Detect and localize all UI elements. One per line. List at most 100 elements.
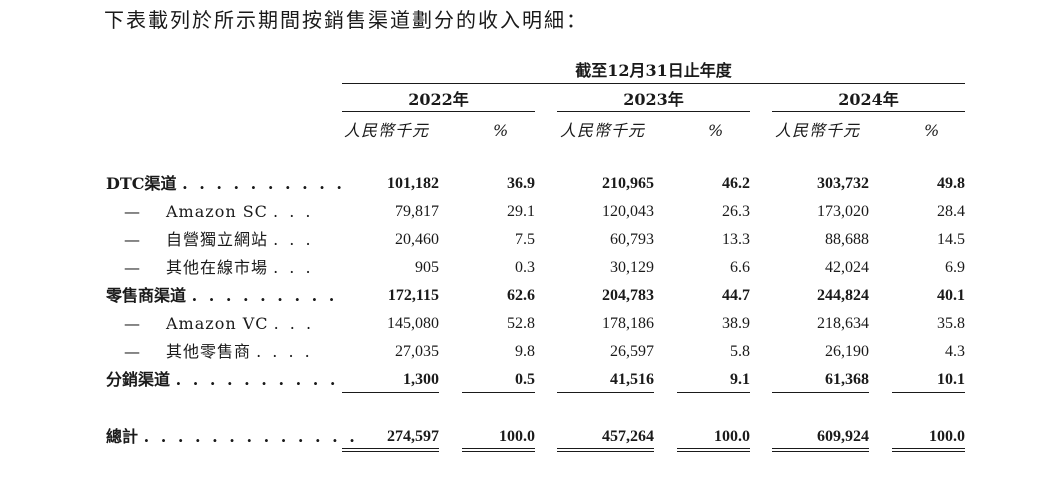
row-label: 零售商渠道 . . . . . . . . . [106,286,337,306]
cell-2024-amount: 303,732 [817,175,869,192]
period-header: 截至12月31日止年度 [575,61,732,80]
sub-item-dash: — [124,342,140,361]
cell-2022-amount: 1,300 [403,371,439,388]
cell-2022-amount: 20,460 [395,231,439,248]
cell-2023-pct: 9.1 [730,371,750,388]
cell-2023-amount: 210,965 [602,175,654,192]
cell-2022-pct: 0.3 [515,259,535,276]
year-rule-2023 [557,111,750,112]
subtotal-rule-2024-amount [772,392,869,393]
cell-2022-pct: 36.9 [507,175,535,192]
leader-dots: . . . . . . . . . . [182,174,345,193]
total-leader-dots: . . . . . . . . . . . . . [143,427,358,446]
total-rule-2024-amount [772,448,869,452]
leader-dots: . . . . . . . . . . [175,370,339,389]
cell-2024-pct: 4.3 [945,343,965,360]
row-label-text: Amazon SC [166,202,268,221]
subtotal-rule-2023-amount [557,392,654,393]
subtotal-rule-2024-pct [892,392,965,393]
total-row-label: 總計 . . . . . . . . . . . . . [106,427,358,447]
year-header-2024: 2024年 [838,90,899,109]
year-rule-2024 [772,111,965,112]
cell-2023-amount: 26,597 [610,343,654,360]
cell-2023-pct: 6.6 [730,259,750,276]
cell-2023-pct: 44.7 [722,287,750,304]
sub-item-dash: — [124,230,140,249]
cell-2024-amount: 88,688 [825,231,869,248]
cell-2022-amount: 27,035 [395,343,439,360]
total-value-2023-amount: 457,264 [602,428,654,445]
total-value-2023-pct: 100.0 [714,428,750,445]
period-rule [342,83,965,84]
cell-2022-pct: 62.6 [507,287,535,304]
leader-dots: . . . [273,258,314,277]
cell-2024-amount: 173,020 [817,203,869,220]
leader-dots: . . . . [256,342,313,361]
sub-item-dash: — [124,258,140,277]
unit-header-2024: 人民幣千元 [775,121,861,140]
row-label-text: 分銷渠道 [106,370,171,389]
cell-2022-amount: 145,080 [387,315,439,332]
cell-2023-pct: 46.2 [722,175,750,192]
total-rule-2024-pct [892,448,965,452]
row-label: — 自營獨立網站 . . . [124,230,314,250]
year-header-2022: 2022年 [408,90,469,109]
cell-2022-pct: 9.8 [515,343,535,360]
cell-2023-pct: 38.9 [722,315,750,332]
cell-2024-amount: 244,824 [817,287,869,304]
row-label-text: 零售商渠道 [106,286,187,305]
cell-2022-amount: 172,115 [387,287,439,304]
intro-text: 下表載列於所示期間按銷售渠道劃分的收入明細： [104,8,588,32]
cell-2024-pct: 28.4 [937,203,965,220]
cell-2022-pct: 7.5 [515,231,535,248]
cell-2024-amount: 26,190 [825,343,869,360]
total-label: 總計 [106,427,139,446]
total-value-2024-amount: 609,924 [817,428,869,445]
cell-2023-amount: 120,043 [602,203,654,220]
leader-dots: . . . [273,314,315,333]
year-header-2023: 2023年 [623,90,684,109]
total-value-2022-amount: 274,597 [387,428,439,445]
leader-dots: . . . [273,202,314,221]
row-label: — Amazon SC . . . [124,202,313,222]
row-label-text: 其他在線市場 [166,258,269,277]
total-rule-2023-amount [557,448,654,452]
leader-dots: . . . [273,230,314,249]
year-rule-2022 [342,111,535,112]
pct-header-2022: % [493,121,510,140]
cell-2024-amount: 218,634 [817,315,869,332]
cell-2023-pct: 5.8 [730,343,750,360]
subtotal-rule-2022-amount [342,392,439,393]
cell-2024-pct: 49.8 [937,175,965,192]
cell-2023-amount: 60,793 [610,231,654,248]
subtotal-rule-2023-pct [677,392,750,393]
cell-2024-pct: 35.8 [937,315,965,332]
row-label-text: Amazon VC [166,314,269,333]
unit-header-2023: 人民幣千元 [560,121,646,140]
cell-2023-amount: 178,186 [602,315,654,332]
cell-2022-amount: 79,817 [395,203,439,220]
subtotal-rule-2022-pct [462,392,535,393]
total-rule-2023-pct [677,448,750,452]
total-value-2022-pct: 100.0 [499,428,535,445]
cell-2022-pct: 52.8 [507,315,535,332]
cell-2024-amount: 42,024 [825,259,869,276]
total-value-2024-pct: 100.0 [929,428,965,445]
row-label: — 其他零售商 . . . . [124,342,313,362]
row-label-text: 其他零售商 [166,342,252,361]
total-rule-2022-pct [462,448,535,452]
cell-2022-pct: 0.5 [515,371,535,388]
sub-item-dash: — [124,202,140,221]
row-label: DTC渠道 . . . . . . . . . . [106,174,345,194]
cell-2022-pct: 29.1 [507,203,535,220]
row-label-text: DTC渠道 [106,174,177,193]
row-label-text: 自營獨立網站 [166,230,269,249]
row-label: — Amazon VC . . . [124,314,314,334]
cell-2022-amount: 905 [415,259,439,276]
cell-2024-amount: 61,368 [825,371,869,388]
cell-2024-pct: 6.9 [945,259,965,276]
pct-header-2023: % [708,121,725,140]
cell-2022-amount: 101,182 [387,175,439,192]
unit-header-2022: 人民幣千元 [344,121,430,140]
leader-dots: . . . . . . . . . [191,286,338,305]
